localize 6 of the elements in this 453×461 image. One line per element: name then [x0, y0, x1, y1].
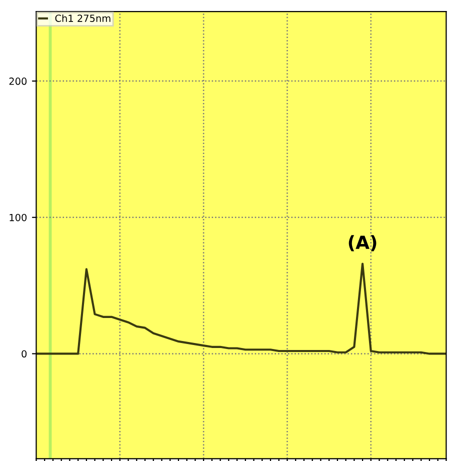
y-tick-label: 100 — [10, 214, 27, 222]
line-series — [36, 262, 446, 355]
y-tick-label: 200 — [9, 78, 27, 85]
legend-label: Ch1 275nm — [55, 14, 110, 22]
y-tick-label: 0 — [22, 350, 27, 358]
annotation: (A) — [348, 235, 376, 252]
